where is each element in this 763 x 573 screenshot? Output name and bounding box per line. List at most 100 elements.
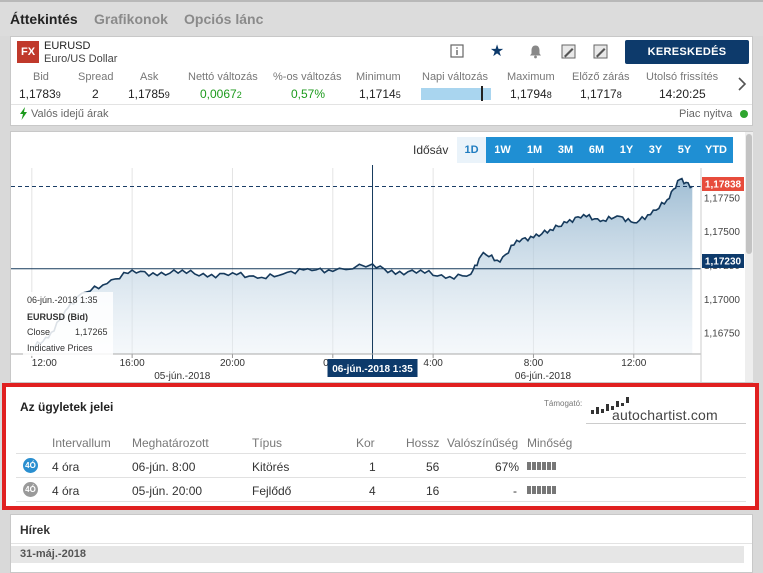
- sponsor-name[interactable]: autochartist.com: [612, 407, 718, 423]
- signal-length: 16: [426, 484, 440, 498]
- signal-badge[interactable]: 4Ó: [23, 458, 38, 473]
- last-update-label: Utolsó frissítés: [646, 71, 719, 83]
- daily-range-bar: [421, 88, 491, 100]
- tab-bar: Áttekintés Grafikonok Opciós lánc: [0, 0, 763, 36]
- range-3y-button[interactable]: 3Y: [648, 144, 663, 156]
- lightning-icon: [19, 107, 28, 123]
- alert-bell-icon[interactable]: [527, 44, 543, 60]
- y-tick-label: 1,17500: [704, 227, 741, 238]
- range-1d-button[interactable]: 1D: [457, 137, 486, 163]
- divider: [586, 423, 746, 424]
- chevron-right-icon[interactable]: [737, 77, 747, 96]
- edit-chart-icon[interactable]: [592, 44, 608, 60]
- last-update-value: 14:20:25: [659, 87, 706, 101]
- price-area: [31, 178, 693, 354]
- signal-probability: 67%: [495, 460, 520, 474]
- trade-signals-panel: Az ügyletek jelei Támogató: autochartist…: [2, 383, 759, 510]
- x-date-label: 06-jún.-2018: [515, 371, 572, 382]
- range-5y-button[interactable]: 5Y: [677, 144, 692, 156]
- divider: [11, 543, 752, 544]
- tooltip-source: Indicative Prices: [27, 343, 93, 353]
- svg-text:1,17230: 1,17230: [705, 257, 742, 268]
- signal-length: 56: [426, 460, 440, 474]
- x-tick-label: 4:00: [423, 358, 443, 369]
- spread-value: 2: [92, 87, 99, 101]
- tab-charts[interactable]: Grafikonok: [94, 11, 168, 27]
- crosshair-price-tag: 1,17230: [702, 254, 744, 268]
- divider: [16, 453, 746, 454]
- x-tick-label: 8:00: [524, 358, 544, 369]
- col-age: Kor: [356, 436, 375, 450]
- pct-change-value: 0,57%: [291, 87, 326, 101]
- tab-overview[interactable]: Áttekintés: [10, 11, 78, 27]
- chart-tooltip: 06-jún.-2018 1:35 EURUSD (Bid) Close 1,1…: [23, 292, 113, 356]
- edit-note-icon[interactable]: [560, 44, 576, 60]
- signals-title: Az ügyletek jelei: [20, 400, 114, 414]
- star-icon[interactable]: ★: [489, 43, 505, 60]
- y-tick-label: 1,17000: [704, 295, 741, 306]
- daily-change-label: Napi változás: [422, 71, 489, 83]
- range-ytd-button[interactable]: YTD: [705, 144, 727, 156]
- signal-quality: [527, 462, 556, 470]
- news-date-header: 31-máj.-2018: [11, 546, 744, 563]
- signal-age: 4: [369, 484, 376, 498]
- market-open-indicator: [740, 110, 748, 118]
- news-title: Hírek: [20, 523, 51, 537]
- tooltip-close-label: Close: [27, 327, 51, 337]
- crosshair-time-tag: 06-jún.-2018 1:35: [327, 359, 418, 377]
- net-change-label: Nettó változás: [188, 71, 258, 83]
- tab-option-chain[interactable]: Opciós lánc: [184, 11, 264, 27]
- tooltip-series: EURUSD (Bid): [27, 312, 88, 322]
- range-1m-button[interactable]: 1M: [526, 144, 543, 156]
- chart-scrollbar[interactable]: [745, 132, 753, 382]
- svg-text:06-jún.-2018 1:35: 06-jún.-2018 1:35: [332, 364, 413, 375]
- x-date-label: 05-jún.-2018: [154, 371, 211, 382]
- signal-quality: [527, 486, 556, 494]
- x-tick-label: 20:00: [220, 358, 245, 369]
- trade-button[interactable]: KERESKEDÉS: [625, 40, 749, 64]
- instrument-symbol: EURUSD: [44, 40, 91, 52]
- range-6m-button[interactable]: 6M: [588, 144, 605, 156]
- net-change-value: 0,00672: [200, 87, 242, 101]
- range-1w-button[interactable]: 1W: [494, 144, 511, 156]
- range-1y-button[interactable]: 1Y: [619, 144, 634, 156]
- divider: [16, 477, 746, 478]
- ask-label: Ask: [140, 71, 159, 83]
- minimum-value: 1,17145: [359, 87, 401, 101]
- range-3m-button[interactable]: 3M: [557, 144, 574, 156]
- spread-label: Spread: [78, 71, 114, 83]
- col-quality: Minőség: [527, 436, 573, 450]
- prev-close-label: Előző zárás: [572, 71, 630, 83]
- autochartist-logo: [591, 397, 629, 414]
- signal-probability: -: [513, 484, 517, 498]
- price-line: [31, 177, 693, 349]
- signal-badge[interactable]: 4Ó: [23, 482, 38, 497]
- svg-text:1,17838: 1,17838: [705, 180, 742, 191]
- bid-value: 1,17839: [19, 87, 61, 101]
- current-price-tag: 1,17838: [702, 177, 744, 191]
- signal-interval: 4 óra: [52, 460, 80, 474]
- instrument-name: Euro/US Dollar: [44, 53, 118, 65]
- tooltip-date: 06-jún.-2018 1:35: [27, 295, 98, 305]
- market-status-label: Piac nyitva: [679, 108, 733, 120]
- divider: [16, 501, 746, 502]
- divider: [11, 104, 752, 105]
- signal-type[interactable]: Kitörés: [252, 460, 290, 474]
- maximum-label: Maximum: [507, 71, 555, 83]
- x-tick-label: 12:00: [32, 358, 57, 369]
- time-range-selector: 1D 1W 1M 3M 6M 1Y 3Y 5Y YTD: [457, 137, 733, 163]
- info-icon[interactable]: [449, 44, 465, 60]
- y-tick-label: 1,16750: [704, 329, 741, 340]
- col-type: Típus: [252, 436, 283, 450]
- asset-class-badge: FX: [17, 41, 39, 63]
- signal-identified: 05-jún. 20:00: [132, 484, 203, 498]
- scroll-thumb[interactable]: [746, 134, 752, 254]
- chart-panel: Idősáv 1D 1W 1M 3M 6M 1Y 3Y 5Y YTD 1,177…: [10, 131, 753, 383]
- signal-age: 1: [369, 460, 376, 474]
- x-tick-label: 16:00: [120, 358, 145, 369]
- ask-value: 1,17859: [128, 87, 170, 101]
- col-probability: Valószínűség: [447, 436, 519, 450]
- sponsor-label: Támogató:: [544, 399, 583, 408]
- signal-type[interactable]: Fejlődő: [252, 484, 292, 498]
